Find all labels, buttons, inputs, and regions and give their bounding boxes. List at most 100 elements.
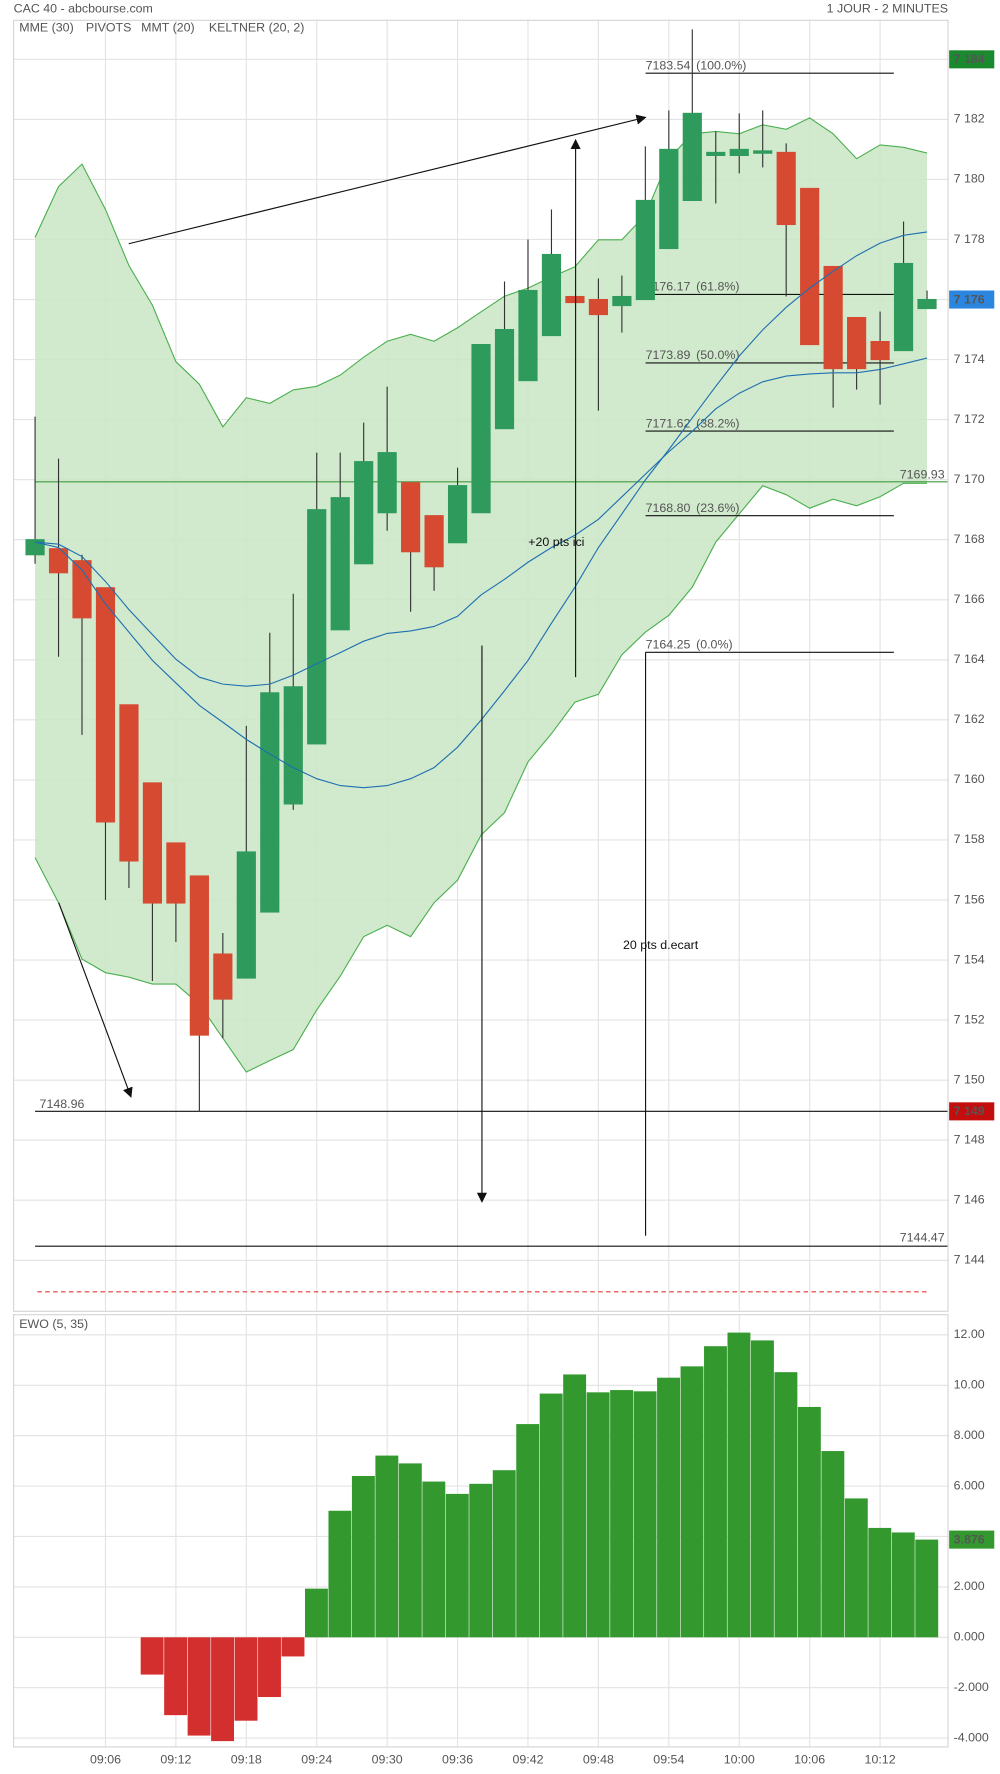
fib-ratio: (38.2%) (696, 417, 739, 431)
candle-body (729, 148, 749, 156)
ewo-bar (680, 1366, 704, 1638)
y-tick-label: 7 164 (954, 652, 985, 666)
annotation: +20 pts ici (528, 535, 584, 549)
price-tag-label: 7 149 (954, 1104, 985, 1118)
y-tick-label: 7 166 (954, 592, 985, 606)
price-tag (949, 290, 995, 309)
fib-price: 7164.25 (646, 638, 691, 652)
candle-body (119, 704, 139, 862)
x-tick-label: 10:06 (794, 1753, 825, 1767)
ewo-bar (610, 1390, 634, 1638)
annotation: 20 pts d.ecart (623, 938, 699, 952)
candle-body (354, 461, 374, 565)
panel-title: EWO (5, 35) (19, 1317, 88, 1331)
ewo-bar (821, 1451, 845, 1638)
ewo-bar (774, 1372, 798, 1638)
x-tick-label: 09:54 (653, 1753, 684, 1767)
y-tick-label: 12.00 (954, 1327, 985, 1341)
legend-entry: MMT (20) (141, 20, 195, 34)
ewo-bar (445, 1493, 469, 1638)
x-tick-label: 09:18 (231, 1753, 262, 1767)
candle-body (236, 851, 256, 979)
pivot-label: 7169.93 (900, 467, 945, 481)
candle-body (424, 515, 444, 568)
y-tick-label: 7 182 (954, 112, 985, 126)
x-tick-label: 09:36 (442, 1753, 473, 1767)
fib-price: 7173.89 (646, 348, 691, 362)
ewo-bar (140, 1637, 164, 1675)
ewo-bar (750, 1340, 774, 1638)
ewo-bar (563, 1374, 587, 1638)
down-trend-arrow (58, 902, 133, 1098)
candle-body (95, 587, 116, 823)
value-tag (949, 1530, 995, 1549)
candle-body (917, 298, 937, 310)
candle-body (612, 295, 632, 307)
candle-body (823, 265, 843, 370)
ewo-bar (492, 1470, 516, 1638)
price-tag (949, 1102, 995, 1121)
fib-ratio: (23.6%) (696, 501, 739, 515)
ewo-bar (469, 1483, 493, 1638)
price-tag-label: 7 184 (954, 52, 985, 66)
x-tick-label: 09:48 (583, 1753, 614, 1767)
ewo-bar (915, 1539, 939, 1638)
x-tick-label: 10:12 (865, 1753, 896, 1767)
y-tick-label: 7 160 (954, 772, 985, 786)
y-tick-label: 7 180 (954, 172, 985, 186)
band-upper (34, 117, 928, 428)
fib-label: 7164.25 (0.0%) (646, 638, 733, 652)
fib-ratio: (0.0%) (696, 638, 733, 652)
ewo-bar (539, 1393, 563, 1638)
drawings-layer: +20 pts ici 20 pts d.ecart (58, 114, 699, 1203)
fib-price: 7171.62 (646, 417, 691, 431)
ewo-bar (844, 1498, 868, 1638)
fib-label: 7173.89 (50.0%) (646, 348, 740, 362)
candle-body (870, 340, 890, 361)
y-tick-label: 7 150 (954, 1072, 985, 1086)
y-tick-label: 7 162 (954, 712, 985, 726)
value-tag-label: 3.876 (954, 1532, 985, 1546)
fib-ratio: (100.0%) (696, 59, 746, 73)
candle-body (471, 344, 491, 514)
y-tick-label: 7 170 (954, 472, 985, 486)
ewo-bar (187, 1637, 211, 1736)
fib-label: 7183.54 (100.0%) (646, 59, 747, 73)
y-tick-label: 7 152 (954, 1012, 985, 1026)
ewo-bar (351, 1475, 375, 1638)
candle-body (25, 539, 45, 556)
ewo-bar (657, 1377, 680, 1638)
candle-body (682, 112, 702, 202)
candle-body (447, 485, 468, 544)
marks-layer: 7169.93 7148.96 7144.47 7183.54 (100.0%) 7176… (25, 29, 949, 1742)
y-tick-label: 2.000 (954, 1579, 985, 1593)
candle-body (518, 289, 538, 382)
ewo-bar (164, 1637, 188, 1716)
x-tick-label: 09:12 (160, 1753, 191, 1767)
y-tick-label: -4.000 (954, 1730, 989, 1744)
plot-frame (13, 1314, 949, 1748)
moving-average (35, 357, 928, 687)
y-tick-label: 7 148 (954, 1132, 985, 1146)
ewo-bar (328, 1510, 352, 1638)
y-tick-label: 8.000 (954, 1428, 985, 1442)
candle-body (142, 782, 163, 904)
y-tick-label: 7 174 (954, 352, 985, 366)
ewo-bar (727, 1332, 751, 1638)
ewo-bar (398, 1463, 422, 1638)
y-tick-label: -2.000 (954, 1680, 989, 1694)
fib-label: 7168.80 (23.6%) (646, 501, 740, 515)
fib-label: 7171.62 (38.2%) (646, 417, 740, 431)
candle-body (541, 253, 562, 337)
price-tag (949, 50, 995, 69)
ewo-bar (304, 1588, 328, 1638)
y-tick-label: 7 146 (954, 1193, 985, 1207)
horizontal-line-label: 7144.47 (900, 1231, 945, 1245)
fib-ratio: (61.8%) (696, 280, 739, 294)
x-tick-label: 10:00 (724, 1753, 755, 1767)
candle-body (283, 686, 303, 805)
plot-frame (13, 19, 949, 1312)
candle-body (565, 295, 585, 304)
y-tick-label: 10.00 (954, 1378, 985, 1392)
